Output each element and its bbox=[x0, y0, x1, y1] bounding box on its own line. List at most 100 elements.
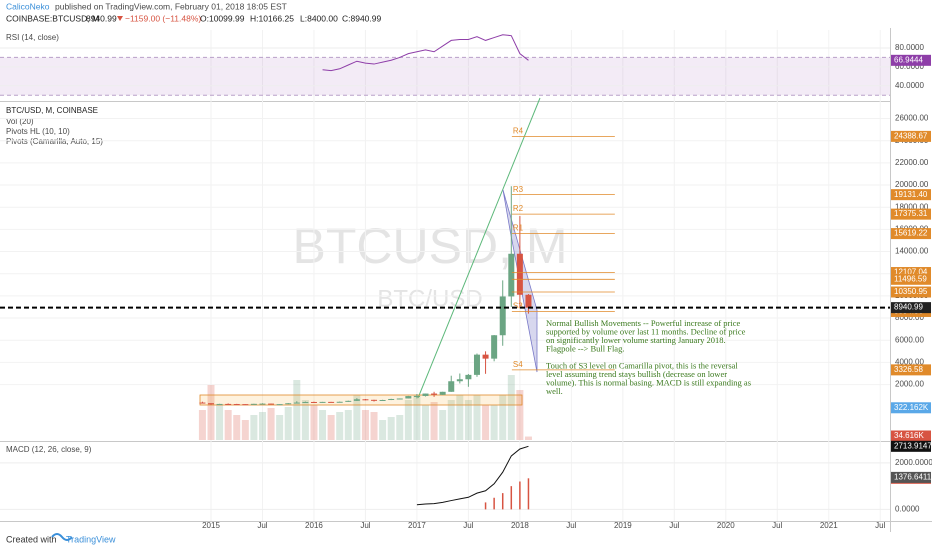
series-line bbox=[416, 445, 529, 506]
candle-body bbox=[456, 379, 463, 382]
x-tick-label: 2021 bbox=[820, 521, 838, 530]
volume-bar bbox=[267, 408, 275, 440]
candle-body bbox=[353, 399, 360, 401]
volume-bar bbox=[327, 415, 335, 440]
volume-bar bbox=[216, 405, 224, 440]
candle-body bbox=[310, 401, 317, 403]
annotation-line: supported by volume over last 11 months.… bbox=[546, 326, 746, 336]
candle-body bbox=[482, 354, 489, 359]
price-box-label: 2713.9147 bbox=[894, 441, 932, 450]
volume-bar bbox=[413, 395, 421, 440]
candle-body bbox=[431, 393, 438, 395]
brand-logo bbox=[51, 533, 73, 541]
candle-body bbox=[293, 402, 300, 404]
volume-bar bbox=[447, 400, 455, 440]
panel-title: MACD (12, 26, close, 9) bbox=[6, 445, 92, 454]
down-arrow bbox=[117, 16, 123, 21]
price-box bbox=[891, 471, 931, 483]
price-box-label: 15619.22 bbox=[894, 229, 928, 238]
x-tick-label: Jul bbox=[772, 521, 782, 530]
annotation-line: well. bbox=[546, 386, 563, 396]
x-tick-label: Jul bbox=[360, 521, 370, 530]
volume-bar bbox=[301, 400, 309, 440]
price-box bbox=[891, 267, 931, 279]
price-box-label: 3326.58 bbox=[894, 365, 923, 374]
candle-body bbox=[516, 253, 523, 295]
price-box bbox=[891, 130, 931, 142]
candle-body bbox=[233, 404, 240, 406]
candle-body bbox=[473, 354, 480, 375]
volume-bar bbox=[387, 417, 395, 440]
y-tick-label: 60.0000 bbox=[895, 62, 924, 71]
annotation-line: Touch of S3 level on Camarilla pivot, th… bbox=[546, 360, 738, 370]
price-box-label: 322.162K bbox=[894, 403, 929, 412]
footer-brand[interactable]: TradingView bbox=[66, 534, 116, 544]
volume-bar bbox=[224, 410, 232, 440]
pivot-name: S4 bbox=[513, 360, 523, 369]
price-box-label: 11496.59 bbox=[894, 274, 927, 283]
candle-body bbox=[465, 374, 472, 380]
volume-bar bbox=[490, 405, 498, 440]
volume-bar bbox=[198, 410, 206, 440]
ohlc-close: C:8940.99 bbox=[342, 13, 381, 23]
pivot-name: R1 bbox=[513, 224, 524, 233]
volume-bar bbox=[250, 415, 258, 440]
indicator-label: Pivots (Camarilla, Auto, 15) bbox=[6, 137, 103, 146]
ohlc-low: L:8400.00 bbox=[300, 13, 338, 23]
panel-title: BTC/USD, M, COINBASE bbox=[6, 106, 98, 115]
volume-bar bbox=[207, 385, 215, 440]
annotation-line: volume). This is normal basing. MACD is … bbox=[546, 377, 751, 387]
volume-bar bbox=[430, 402, 438, 440]
volume-bar bbox=[241, 420, 249, 440]
panel-title: RSI (14, close) bbox=[6, 33, 59, 42]
price-box bbox=[891, 440, 931, 452]
price-box bbox=[891, 228, 931, 240]
indicator-label: Vol (20) bbox=[6, 117, 34, 126]
y-tick-label: 14000.00 bbox=[895, 247, 929, 256]
price-box-label: 19131.40 bbox=[894, 190, 928, 199]
y-tick-label: 80.0000 bbox=[895, 43, 924, 52]
volume-bar bbox=[396, 415, 404, 440]
candle-body bbox=[285, 403, 292, 405]
author[interactable]: CalicoNeko bbox=[6, 1, 50, 11]
candle-body bbox=[362, 399, 369, 401]
price-box-label: 66.9444 bbox=[894, 55, 923, 64]
last-price: 8940.99 bbox=[86, 13, 117, 23]
x-tick-label: Jul bbox=[463, 521, 473, 530]
x-tick-label: Jul bbox=[669, 521, 679, 530]
x-tick-label: 2017 bbox=[408, 521, 426, 530]
price-box bbox=[891, 302, 931, 314]
y-tick-label: 2000.00 bbox=[895, 380, 924, 389]
y-tick-label: 26000.00 bbox=[895, 114, 929, 123]
candle-body bbox=[259, 403, 266, 405]
price-box-label: 12107.04 bbox=[894, 268, 928, 277]
pivot-name: S3 bbox=[513, 302, 523, 311]
candle-body bbox=[371, 399, 378, 401]
volume-bar bbox=[336, 412, 344, 440]
candle-body bbox=[422, 393, 429, 396]
volume-bar bbox=[319, 410, 327, 440]
candle-body bbox=[208, 403, 214, 405]
y-tick-label: 8000.00 bbox=[895, 313, 924, 322]
candle-body bbox=[276, 404, 283, 406]
rsi-band bbox=[0, 57, 890, 96]
annotation-line: Normal Bullish Movements -- Powerful inc… bbox=[546, 318, 740, 328]
volume-bar bbox=[473, 395, 481, 440]
ohlc-open: O:10099.99 bbox=[200, 13, 245, 23]
y-tick-label: 40.0000 bbox=[895, 81, 924, 90]
price-box-label: 8940.99 bbox=[894, 303, 923, 312]
price-box bbox=[891, 189, 931, 201]
published: published on TradingView.com, February 0… bbox=[55, 1, 287, 11]
candle-body bbox=[225, 403, 232, 405]
candle-body bbox=[508, 253, 515, 297]
candle-body bbox=[396, 398, 403, 400]
x-tick-label: Jul bbox=[566, 521, 576, 530]
candle-body bbox=[405, 396, 412, 399]
price-box-label: 1376.6411 bbox=[894, 473, 932, 482]
x-tick-label: 2015 bbox=[202, 521, 220, 530]
ohlc-high: H:10166.25 bbox=[250, 13, 294, 23]
price-box bbox=[891, 364, 931, 376]
x-tick-label: 2018 bbox=[511, 521, 529, 530]
pivot-name: R2 bbox=[513, 204, 524, 213]
